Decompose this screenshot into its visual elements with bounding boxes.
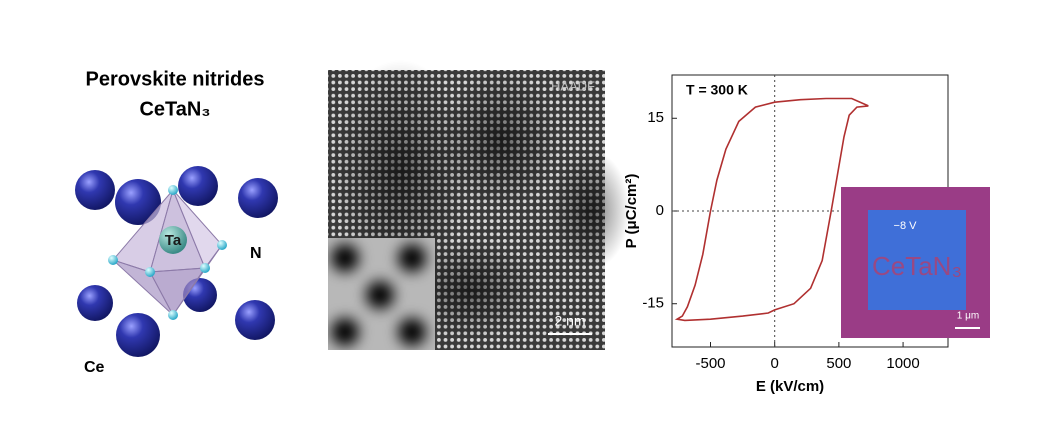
inset-pattern: CeTaN₃ xyxy=(872,251,962,281)
y-tick-label: -15 xyxy=(642,295,664,312)
annotation: T = 300 K xyxy=(686,82,748,98)
scale-bar-label: 2 nm xyxy=(554,313,585,329)
haadf-label: HAADF xyxy=(551,78,595,93)
haadf-image xyxy=(328,60,630,350)
x-axis-label: E (kV/cm) xyxy=(756,378,824,395)
inset-scale-label: 1 μm xyxy=(957,311,979,322)
x-tick-label: 0 xyxy=(771,355,779,372)
inset-voltage: −8 V xyxy=(894,220,918,232)
structure-title: Perovskite nitrides xyxy=(86,68,265,90)
n-label: N xyxy=(250,245,262,262)
inset-written-area xyxy=(868,210,966,310)
ta-label: Ta xyxy=(165,232,182,249)
x-tick-label: -500 xyxy=(695,355,725,372)
y-tick-label: 0 xyxy=(656,202,664,219)
ce-label: Ce xyxy=(84,359,105,376)
hysteresis-loop xyxy=(674,97,869,322)
y-tick-label: 15 xyxy=(647,109,664,126)
y-axis-label: P (μC/cm²) xyxy=(623,174,640,249)
x-tick-label: 1000 xyxy=(886,355,919,372)
crystal-structure xyxy=(75,166,278,357)
x-tick-label: 500 xyxy=(826,355,851,372)
structure-formula: CeTaN₃ xyxy=(139,98,210,120)
